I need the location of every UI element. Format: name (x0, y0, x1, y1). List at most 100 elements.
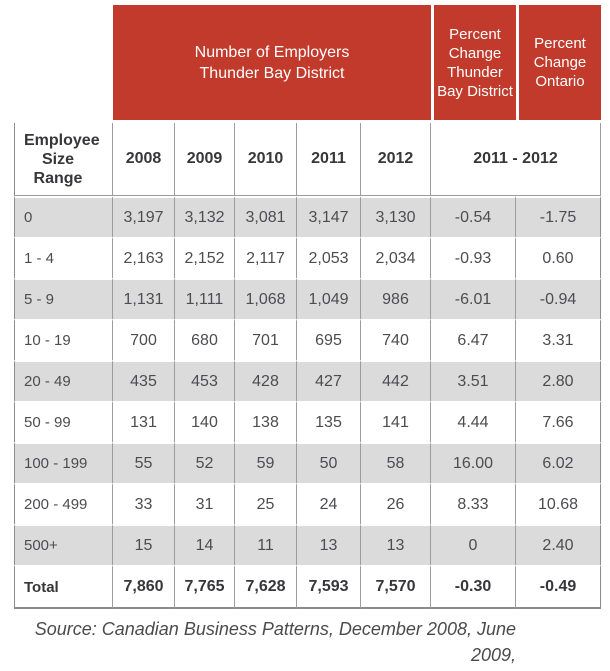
table-cell: 15 (113, 524, 175, 565)
table-cell: 6.47 (431, 319, 516, 360)
table-cell: 680 (175, 319, 235, 360)
row-label: 10 - 19 (14, 319, 113, 360)
table-cell: 11 (235, 524, 297, 565)
group-header-employers: Number of Employers Thunder Bay District (113, 5, 431, 123)
table-cell: 3.51 (431, 360, 516, 401)
source-note-line1: Source: Canadian Business Patterns, Dece… (34, 619, 516, 665)
table-cell: 24 (297, 483, 361, 524)
table-cell: 0.60 (516, 237, 601, 278)
table-cell: 131 (113, 401, 175, 442)
table-cell: -0.94 (516, 278, 601, 319)
table-cell: 59 (235, 442, 297, 483)
row-label: 500+ (14, 524, 113, 565)
row-label: 50 - 99 (14, 401, 113, 442)
table-cell: 8.33 (431, 483, 516, 524)
employers-table: Number of Employers Thunder Bay District… (14, 5, 601, 609)
col-header-2009: 2009 (175, 123, 235, 196)
table-cell: 3,147 (297, 196, 361, 237)
row-label: 1 - 4 (14, 237, 113, 278)
table-row: 1 - 4 2,163 2,152 2,117 2,053 2,034 -0.9… (14, 237, 601, 278)
table-cell: 14 (175, 524, 235, 565)
row-label: 100 - 199 (14, 442, 113, 483)
row-label: 5 - 9 (14, 278, 113, 319)
table-cell: 16.00 (431, 442, 516, 483)
table-cell: 26 (361, 483, 431, 524)
table-cell: 2,117 (235, 237, 297, 278)
table-cell: 1,049 (297, 278, 361, 319)
table-cell: 58 (361, 442, 431, 483)
table-row: 10 - 19 700 680 701 695 740 6.47 3.31 (14, 319, 601, 360)
table-cell: 2.80 (516, 360, 601, 401)
table-row: 100 - 199 55 52 59 50 58 16.00 6.02 (14, 442, 601, 483)
row-label: 0 (14, 196, 113, 237)
table-row: 0 3,197 3,132 3,081 3,147 3,130 -0.54 -1… (14, 196, 601, 237)
table-cell: 31 (175, 483, 235, 524)
table-cell: 3,130 (361, 196, 431, 237)
row-label: Total (14, 565, 113, 609)
table-row: 200 - 499 33 31 25 24 26 8.33 10.68 (14, 483, 601, 524)
col-header-2010: 2010 (235, 123, 297, 196)
table-cell: 435 (113, 360, 175, 401)
table-cell: 695 (297, 319, 361, 360)
table-cell: 427 (297, 360, 361, 401)
table-cell: 2,163 (113, 237, 175, 278)
table-cell: -6.01 (431, 278, 516, 319)
row-label: 200 - 499 (14, 483, 113, 524)
table-cell: 2,053 (297, 237, 361, 278)
table-cell: 7,860 (113, 565, 175, 609)
col-header-size-range: Employee Size Range (14, 123, 113, 196)
table-cell: 141 (361, 401, 431, 442)
source-note: Source: Canadian Business Patterns, Dece… (0, 616, 516, 671)
table-cell: 3,081 (235, 196, 297, 237)
table-cell: 4.44 (431, 401, 516, 442)
table-cell: 135 (297, 401, 361, 442)
table-cell: 13 (361, 524, 431, 565)
table-cell: -0.93 (431, 237, 516, 278)
table-cell: 55 (113, 442, 175, 483)
table-cell: 25 (235, 483, 297, 524)
table-row: 20 - 49 435 453 428 427 442 3.51 2.80 (14, 360, 601, 401)
table-cell: 2.40 (516, 524, 601, 565)
table-cell: 7,593 (297, 565, 361, 609)
employers-title-line2: Thunder Bay District (199, 64, 345, 82)
table-cell: 138 (235, 401, 297, 442)
col-header-2008: 2008 (113, 123, 175, 196)
table-cell: 442 (361, 360, 431, 401)
table-cell: 1,068 (235, 278, 297, 319)
table-cell: 10.68 (516, 483, 601, 524)
table-cell: 50 (297, 442, 361, 483)
col-header-2011: 2011 (297, 123, 361, 196)
table-cell: 7,570 (361, 565, 431, 609)
table-cell: 986 (361, 278, 431, 319)
table-cell: 700 (113, 319, 175, 360)
table-cell: 140 (175, 401, 235, 442)
column-header-row: Employee Size Range 2008 2009 2010 2011 … (14, 123, 601, 196)
table-cell: -0.30 (431, 565, 516, 609)
col-header-2012: 2012 (361, 123, 431, 196)
table-cell: -0.49 (516, 565, 601, 609)
table-cell: 1,111 (175, 278, 235, 319)
table-cell: 701 (235, 319, 297, 360)
table-cell: 7,628 (235, 565, 297, 609)
table-row: 5 - 9 1,131 1,111 1,068 1,049 986 -6.01 … (14, 278, 601, 319)
col-header-pct-period: 2011 - 2012 (431, 123, 601, 196)
table-cell: -0.54 (431, 196, 516, 237)
table-cell: 33 (113, 483, 175, 524)
table-cell: 6.02 (516, 442, 601, 483)
group-header-pct-thunder-bay: Percent Change Thunder Bay District (431, 5, 516, 123)
table-row: 50 - 99 131 140 138 135 141 4.44 7.66 (14, 401, 601, 442)
group-header-row: Number of Employers Thunder Bay District… (14, 5, 601, 123)
table-cell: -1.75 (516, 196, 601, 237)
total-row: Total 7,860 7,765 7,628 7,593 7,570 -0.3… (14, 565, 601, 609)
table-cell: 13 (297, 524, 361, 565)
table-cell: 7.66 (516, 401, 601, 442)
table-cell: 2,034 (361, 237, 431, 278)
employers-title-line1: Number of Employers (194, 43, 350, 61)
table-cell: 0 (431, 524, 516, 565)
table-cell: 740 (361, 319, 431, 360)
table-row: 500+ 15 14 11 13 13 0 2.40 (14, 524, 601, 565)
table-cell: 3,132 (175, 196, 235, 237)
table-cell: 428 (235, 360, 297, 401)
group-header-pct-ontario: Percent Change Ontario (516, 5, 601, 123)
